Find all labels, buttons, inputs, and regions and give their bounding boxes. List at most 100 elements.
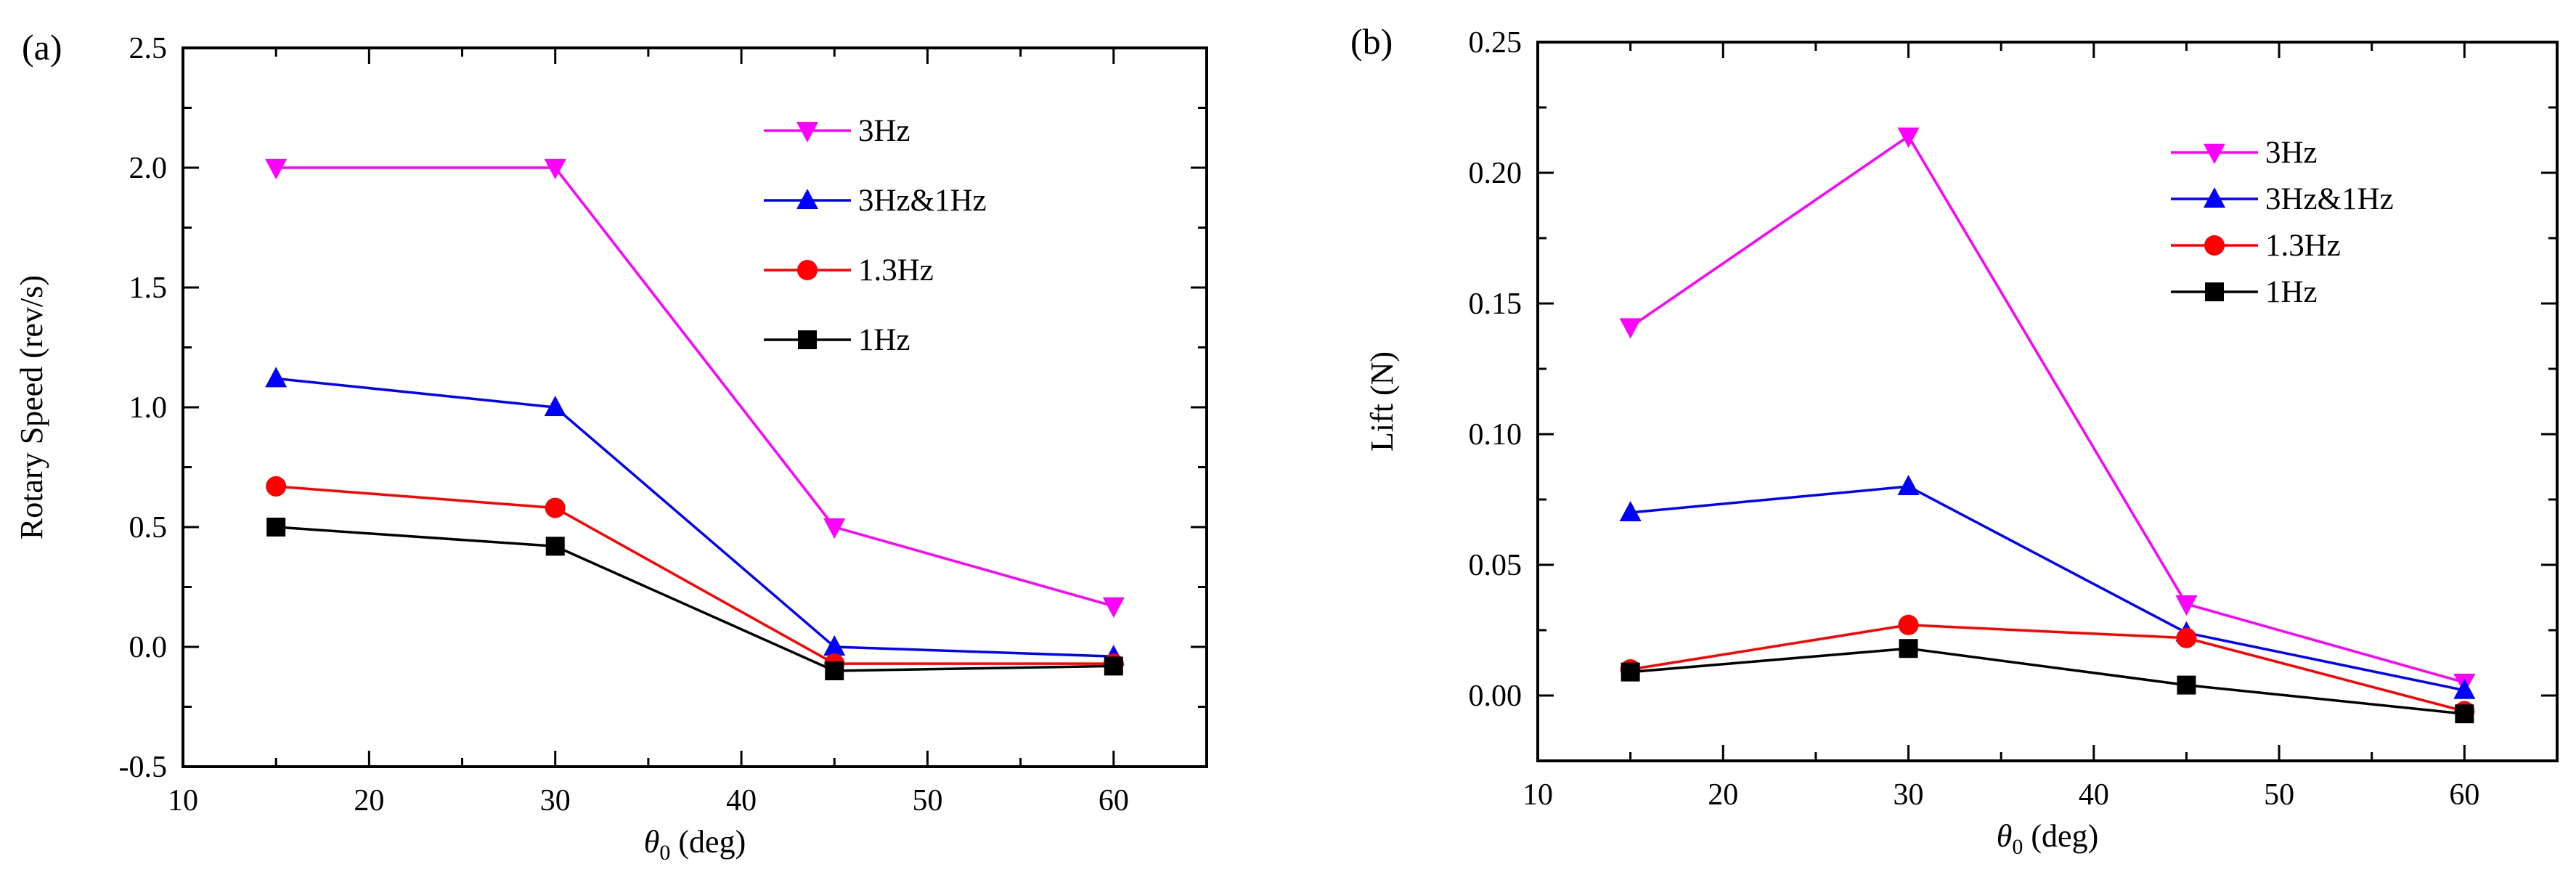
legend-label: 1Hz [858, 323, 910, 357]
data-point-3hz [1102, 597, 1125, 618]
x-axis-title-unit: (deg) [670, 824, 746, 860]
data-point-1hz [2455, 704, 2474, 724]
legend-label: 1.3Hz [858, 253, 934, 288]
y-tick-label: 1.5 [129, 272, 168, 305]
legend-item-3hz-and-1hz: 3Hz&1Hz [764, 184, 987, 218]
x-tick-label: 40 [726, 784, 757, 817]
data-point-3hz [2175, 595, 2198, 616]
legend-label: 3Hz [2265, 136, 2318, 170]
x-axis-title-subscript: 0 [2012, 835, 2023, 859]
data-point-1hz [266, 518, 286, 537]
legend-label: 1.3Hz [2265, 229, 2341, 263]
legend-item-1-3hz: 1.3Hz [764, 253, 934, 288]
data-point-1hz [2177, 675, 2196, 695]
data-point-3hz-and-1hz [2453, 678, 2476, 699]
series-1hz [266, 518, 1123, 680]
data-point-3hz-and-1hz [823, 635, 846, 656]
x-tick-label: 50 [2264, 778, 2294, 812]
legend-item-3hz: 3Hz [764, 114, 910, 148]
series-3hz [265, 159, 1125, 618]
series-line-1-3hz [276, 485, 1114, 665]
panel-b: (b) 10 20 30 40 50 60 0.00 0.05 0.10 0.15 0.20 0.25 θ… [1350, 21, 2559, 859]
y-tick-label: 0.10 [1469, 418, 1523, 452]
legend-item-1hz: 1Hz [764, 323, 910, 357]
x-axis-title-unit: (deg) [2023, 818, 2098, 854]
y-tick-label: 1.0 [129, 391, 168, 425]
series-line-3hz [276, 166, 1114, 608]
series-line-1-3hz [1630, 624, 2465, 713]
data-point-1-3hz [1898, 614, 1919, 635]
data-point-3hz [265, 159, 288, 179]
data-point-1-3hz [2176, 627, 2197, 648]
legend-label: 3Hz&1Hz [2265, 182, 2394, 216]
y-tick-label: 0.5 [129, 511, 168, 545]
y-tick-label: 2.5 [129, 32, 168, 65]
panel-label: (a) [22, 27, 62, 68]
legend-marker [2204, 187, 2225, 208]
series-3hz-and-1hz [265, 367, 1125, 666]
series-line-3hz-and-1hz [1630, 485, 2465, 692]
y-tick-label: 2.0 [129, 152, 168, 185]
data-point-3hz-and-1hz [265, 367, 288, 388]
panel-a: (a) 10 20 30 40 50 60 -0.5 0.0 0.5 1.0 1.5 2.0 2.5 θ0 … [14, 27, 1208, 865]
panel-label: (b) [1350, 21, 1393, 62]
legend: 3Hz 3Hz&1Hz 1.3Hz 1Hz [764, 114, 987, 357]
data-point-3hz [823, 518, 846, 539]
series-1hz [1621, 639, 2474, 724]
plot-frame [182, 46, 1208, 768]
data-point-3hz-and-1hz [544, 396, 566, 416]
legend-label: 1Hz [2265, 275, 2318, 309]
x-tick-label: 10 [1523, 778, 1553, 812]
legend-marker [796, 122, 818, 142]
series-1-3hz [1620, 614, 2475, 722]
x-axis-title: θ0 (deg) [644, 824, 746, 865]
x-tick-label: 10 [168, 784, 198, 817]
legend-marker [2205, 282, 2224, 301]
legend-marker [2204, 144, 2225, 164]
x-axis-title-subscript: 0 [659, 841, 670, 865]
y-tick-label: 0.15 [1469, 288, 1523, 321]
series-line-1hz [1630, 647, 2465, 715]
x-tick-label: 20 [1708, 778, 1738, 812]
y-tick-label: 0.0 [129, 631, 168, 664]
plot-frame [1536, 41, 2559, 762]
series-3hz-and-1hz [1619, 475, 2476, 699]
x-axis-title: θ0 (deg) [1997, 818, 2098, 859]
y-tick-label: 0.00 [1469, 680, 1523, 713]
legend-item-1hz: 1Hz [2171, 275, 2318, 309]
x-tick-label: 50 [912, 784, 942, 817]
data-point-1-3hz [266, 476, 287, 497]
legend-item-3hz: 3Hz [2171, 136, 2318, 170]
data-point-1hz [1899, 639, 1918, 658]
x-tick-label: 30 [540, 784, 571, 817]
data-point-1-3hz [545, 497, 566, 518]
legend-marker [796, 189, 818, 209]
data-point-1hz [825, 661, 844, 680]
series-line-3hz-and-1hz [276, 377, 1114, 658]
x-tick-label: 30 [1894, 778, 1924, 812]
y-tick-label: 0.20 [1469, 157, 1523, 190]
data-point-3hz-and-1hz [1619, 501, 1642, 521]
legend-marker [798, 330, 817, 349]
series-line-3hz [1629, 134, 2465, 684]
y-axis-title: Lift (N) [1364, 351, 1400, 452]
data-point-3hz-and-1hz [1897, 475, 1920, 495]
legend-marker [797, 260, 818, 280]
y-tick-label: 0.25 [1469, 26, 1523, 60]
x-tick-label: 60 [1099, 784, 1129, 817]
legend-label: 3Hz&1Hz [858, 184, 987, 218]
y-axis-title: Rotary Speed (rev/s) [14, 275, 49, 539]
legend-marker [2204, 235, 2225, 256]
x-axis-title-symbol: θ [644, 824, 660, 860]
y-tick-label: 0.05 [1469, 549, 1523, 582]
series-1-3hz [266, 476, 1124, 674]
x-tick-label: 40 [2079, 778, 2109, 812]
data-point-1hz [1621, 662, 1640, 682]
x-axis-title-symbol: θ [1997, 818, 2013, 854]
x-tick-label: 20 [354, 784, 384, 817]
legend-item-1-3hz: 1.3Hz [2171, 229, 2341, 263]
data-point-1hz [1104, 656, 1123, 676]
legend-label: 3Hz [858, 114, 910, 148]
legend-item-3hz-and-1hz: 3Hz&1Hz [2171, 182, 2394, 216]
